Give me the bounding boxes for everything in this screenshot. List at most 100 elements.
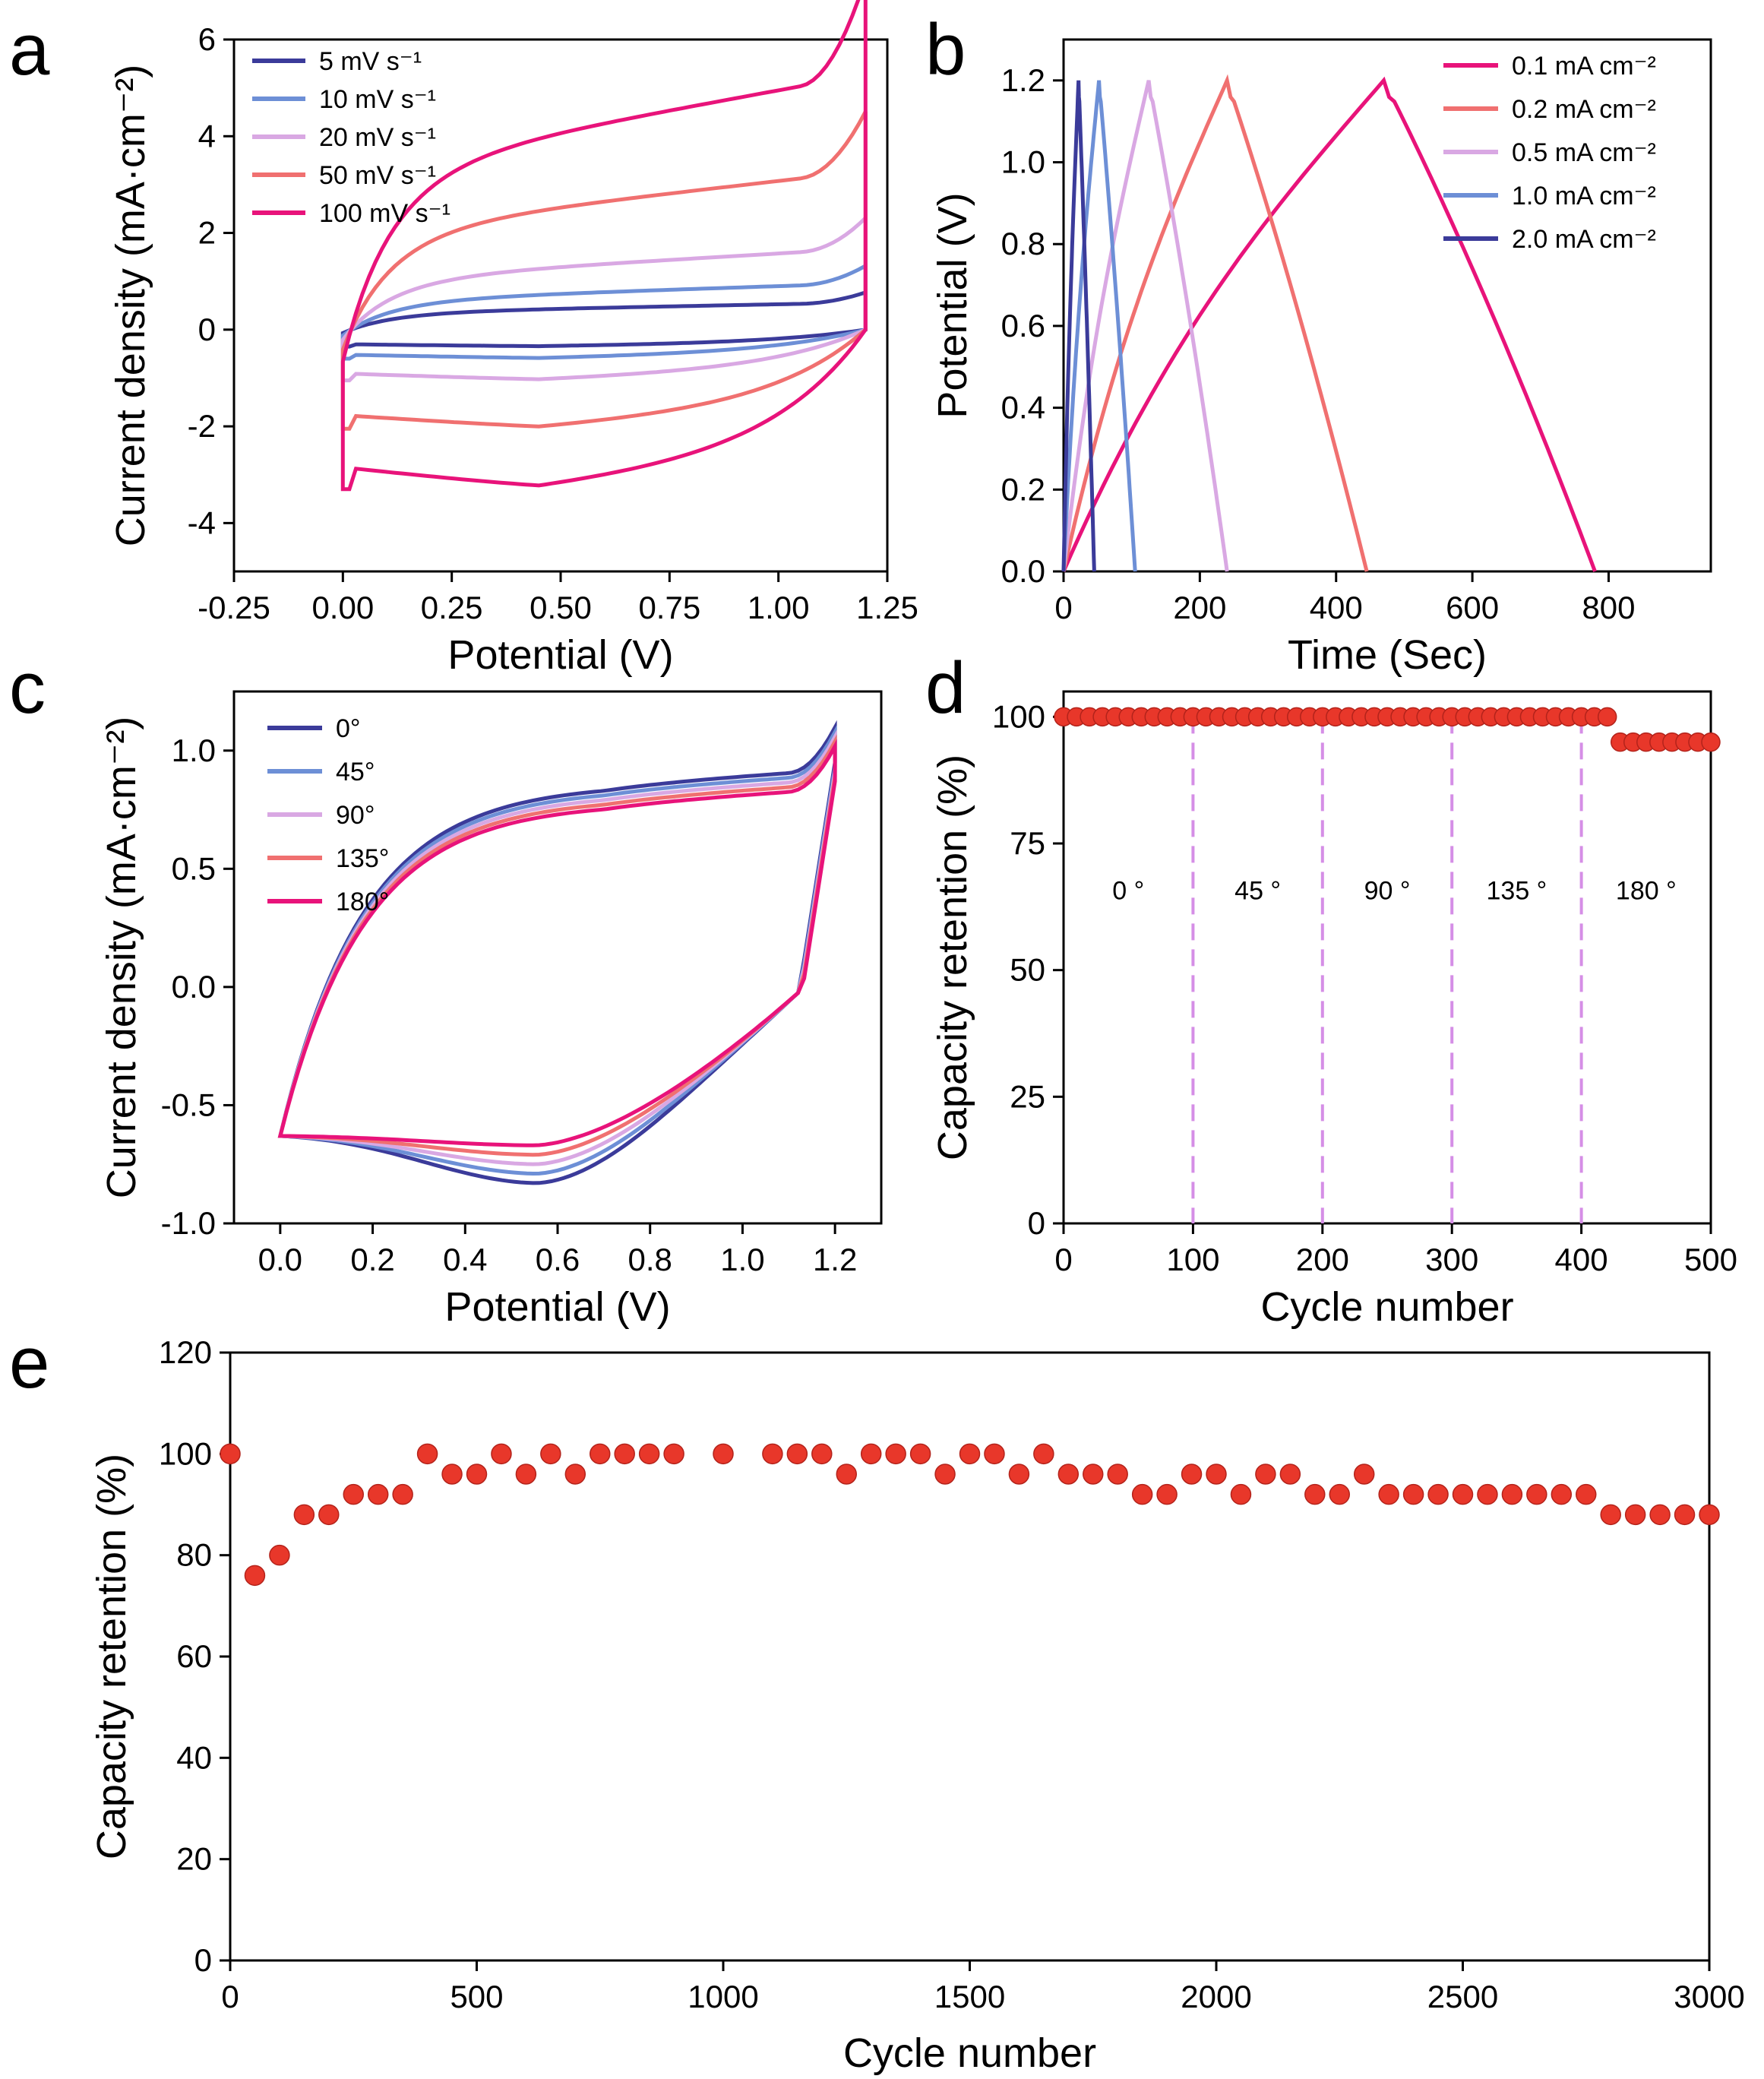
c-legend-label: 45° [336, 758, 375, 786]
d-data-point [1701, 732, 1721, 752]
e-data-point [1699, 1504, 1720, 1526]
e-data-point [1107, 1464, 1128, 1485]
d-ytick-label: 0 [1028, 1205, 1045, 1241]
e-data-point [638, 1443, 660, 1465]
e-data-point [293, 1504, 315, 1526]
a-xtick-label: 0.75 [638, 590, 700, 625]
e-xtick-label: 2500 [1427, 1979, 1498, 2014]
d-segment-label: 0 ° [1112, 876, 1144, 905]
e-data-point [1674, 1504, 1696, 1526]
b-ytick-label: 0.6 [1001, 308, 1045, 343]
e-x-axis-label: Cycle number [843, 2030, 1096, 2076]
chart-d-retention-bending: 0 100 200 300 400 500 0 25 50 75 100 Cycle number Ca… [930, 690, 1737, 1330]
e-data-point [1279, 1464, 1301, 1485]
e-data-point [762, 1443, 783, 1465]
c-legend-label: 180° [336, 888, 389, 916]
e-data-point [1206, 1464, 1227, 1485]
b-ytick-label: 1.2 [1001, 62, 1045, 98]
a-ytick-label: -4 [188, 505, 216, 540]
a-y-axis-label: Current density (mA·cm⁻²) [108, 65, 153, 547]
e-data-point [1230, 1483, 1252, 1505]
panel-label-d: d [925, 647, 966, 729]
a-ytick-label: 6 [198, 21, 216, 57]
e-data-point [515, 1464, 537, 1485]
e-data-point [220, 1443, 241, 1465]
e-data-point [1501, 1483, 1523, 1505]
b-y-axis-label: Potential (V) [930, 192, 975, 418]
a-x-axis-label: Potential (V) [447, 632, 673, 678]
b-legend-label: 0.1 mA cm⁻² [1512, 52, 1656, 81]
e-ytick-label: 80 [176, 1537, 212, 1573]
c-ytick-label: -1.0 [161, 1205, 216, 1241]
e-data-point [1452, 1483, 1474, 1505]
c-cv-curve [277, 739, 837, 1147]
e-data-point [1083, 1464, 1104, 1485]
e-data-point [1329, 1483, 1350, 1505]
a-ytick-label: 0 [198, 312, 216, 347]
c-xtick-label: 0.6 [536, 1242, 580, 1277]
b-x-axis-label: Time (Sec) [1288, 632, 1487, 678]
d-xtick-label: 200 [1296, 1242, 1349, 1277]
e-data-point [1378, 1483, 1399, 1505]
e-data-point [1576, 1483, 1597, 1505]
e-ytick-label: 40 [176, 1739, 212, 1775]
b-gcd-curve [1061, 80, 1096, 572]
b-ytick-label: 0.8 [1001, 226, 1045, 261]
a-legend-label: 10 mV s⁻¹ [319, 85, 436, 114]
b-ytick-label: 0.4 [1001, 390, 1045, 426]
b-gcd-curve [1061, 74, 1369, 572]
b-legend-label: 0.5 mA cm⁻² [1512, 138, 1656, 167]
d-segment-label: 45 ° [1234, 876, 1281, 905]
a-cv-curve [340, 110, 868, 431]
a-xtick-label: 0.50 [530, 590, 592, 625]
b-xtick-label: 200 [1173, 590, 1226, 625]
e-data-point [392, 1483, 413, 1505]
panel-label-c: c [9, 647, 46, 729]
e-data-point [1353, 1464, 1375, 1485]
e-data-point [1427, 1483, 1449, 1505]
d-x-axis-label: Cycle number [1260, 1284, 1513, 1330]
a-xtick-label: -0.25 [198, 590, 270, 625]
e-data-point [1255, 1464, 1276, 1485]
a-cv-curve [340, 0, 868, 492]
e-data-point [1477, 1483, 1498, 1505]
e-data-point [1033, 1443, 1054, 1465]
e-data-point [416, 1443, 438, 1465]
d-ytick-label: 75 [1010, 825, 1045, 861]
c-ytick-label: 0.5 [172, 850, 216, 886]
c-ytick-label: 0.0 [172, 969, 216, 1005]
e-data-point [786, 1443, 808, 1465]
c-xtick-label: 0.2 [350, 1242, 394, 1277]
e-data-point [564, 1464, 586, 1485]
e-data-point [1624, 1504, 1646, 1526]
a-ytick-label: -2 [188, 408, 216, 444]
e-data-point [1649, 1504, 1671, 1526]
c-legend-label: 135° [336, 844, 389, 873]
c-xtick-label: 1.2 [813, 1242, 857, 1277]
b-xtick-label: 0 [1054, 590, 1072, 625]
b-xtick-label: 600 [1446, 590, 1499, 625]
e-data-point [1551, 1483, 1573, 1505]
e-data-point [713, 1443, 734, 1465]
e-xtick-label: 1500 [934, 1979, 1005, 2014]
c-xtick-label: 0.0 [258, 1242, 302, 1277]
b-gcd-curve [1061, 80, 1229, 572]
e-data-point [244, 1565, 266, 1587]
c-legend-label: 90° [336, 801, 375, 830]
e-y-axis-label: Capacity retention (%) [89, 1454, 134, 1859]
c-xtick-label: 0.4 [443, 1242, 487, 1277]
a-xtick-label: 1.25 [856, 590, 918, 625]
e-xtick-label: 500 [450, 1979, 503, 2014]
e-data-point [590, 1443, 611, 1465]
d-data-point [1597, 707, 1617, 727]
e-data-point [1008, 1464, 1030, 1485]
d-ytick-label: 50 [1010, 952, 1045, 988]
a-xtick-label: 0.00 [311, 590, 374, 625]
e-xtick-label: 1000 [688, 1979, 758, 2014]
e-data-point [909, 1443, 931, 1465]
e-data-point [1304, 1483, 1326, 1505]
d-xtick-label: 100 [1166, 1242, 1219, 1277]
b-xtick-label: 400 [1310, 590, 1363, 625]
e-data-point [1600, 1504, 1621, 1526]
